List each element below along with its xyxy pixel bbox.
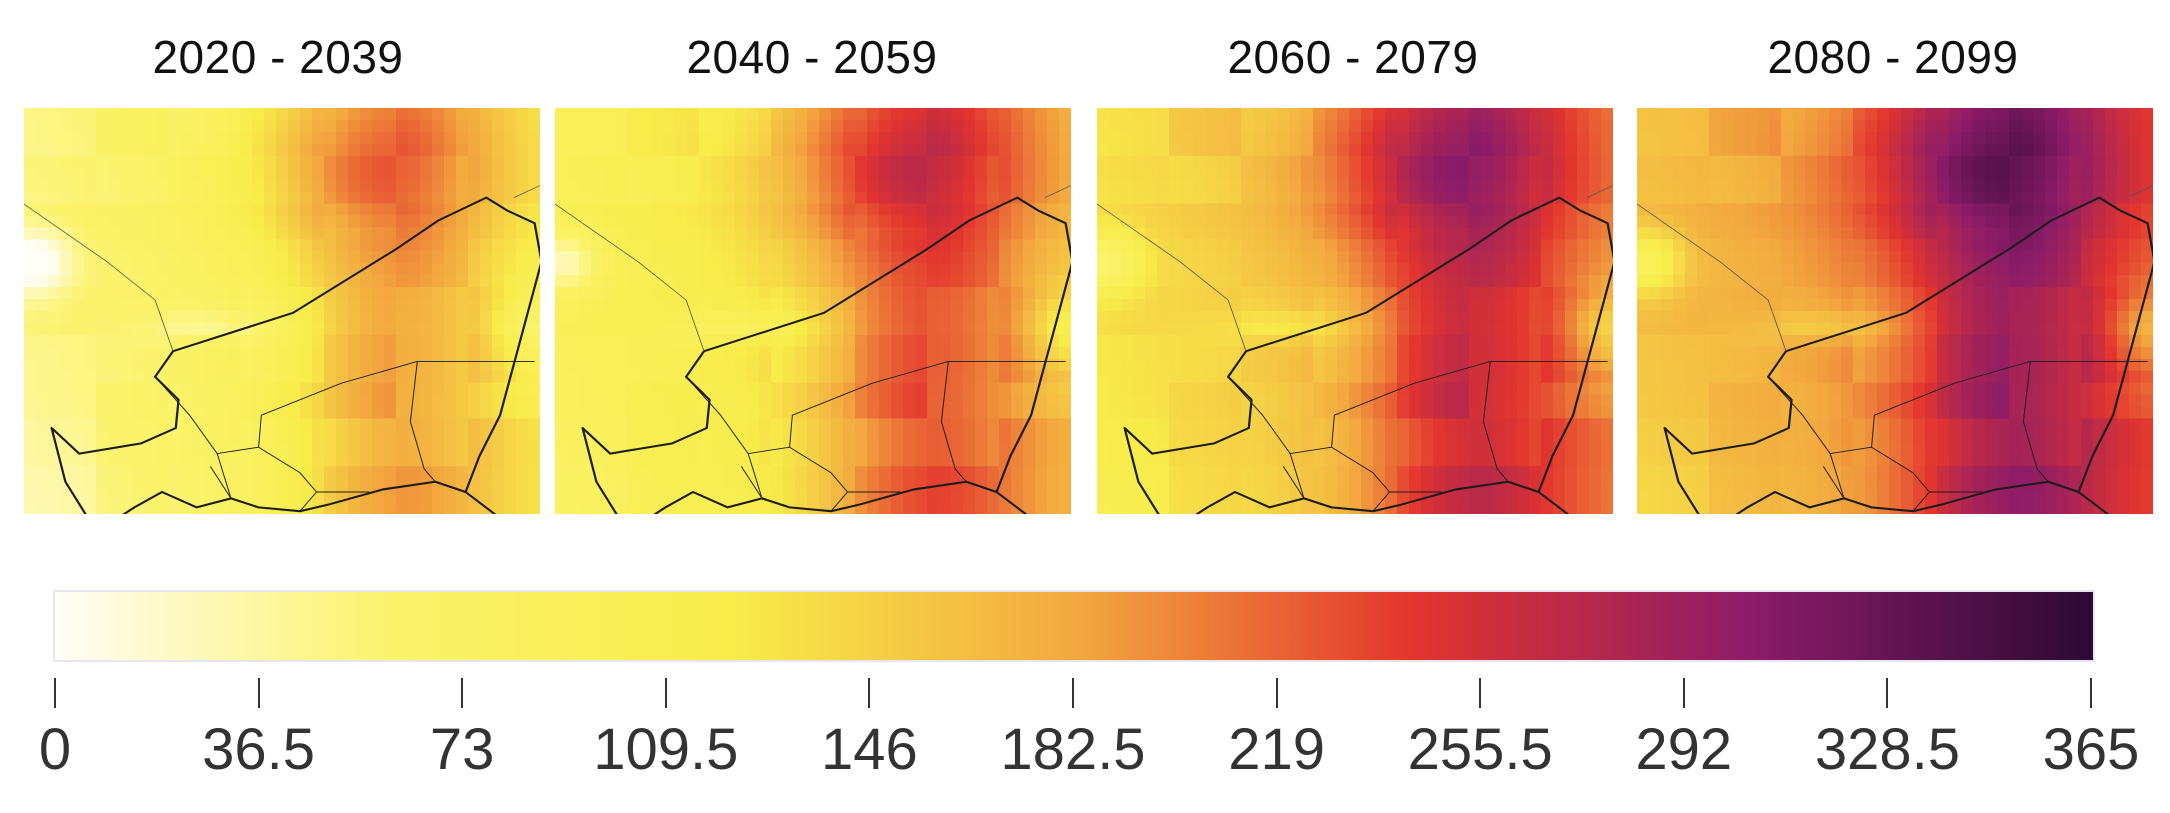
colorbar-tick-label: 109.5 [593,717,739,782]
heatmap-svg-2080-2099 [1637,108,2153,514]
heatmap-cells [24,108,540,514]
colorbar-tick-label: 255.5 [1407,717,1553,782]
period-title-2: 2040 - 2059 [686,31,938,83]
heatmap-svg-2040-2059 [555,108,1071,514]
map-panel-2080-2099 [1637,108,2153,514]
colorbar-tick-mark [664,678,667,708]
colorbar-tick-label: 219 [1228,717,1325,782]
heatmap-cells [555,108,1071,514]
period-title-4: 2080 - 2099 [1767,31,2019,83]
colorbar [53,590,2095,662]
colorbar-tick-label: 0 [38,717,72,782]
heatmap-svg-2060-2079 [1097,108,1613,514]
colorbar-tick-mark [1886,678,1889,708]
period-title-3: 2060 - 2079 [1227,31,1479,83]
colorbar-tick-label: 36.5 [202,717,316,782]
heatmap-cells [1097,108,1613,514]
period-title-1: 2020 - 2039 [152,31,404,83]
map-panel-2060-2079 [1097,108,1613,514]
map-panel-2040-2059 [555,108,1071,514]
colorbar-tick-label: 365 [2042,717,2140,782]
colorbar-tick-mark [54,678,56,708]
country-borders [1097,185,1613,514]
map-panel-2020-2039 [24,108,540,514]
heatmap-cells [1637,108,2153,514]
country-borders [555,185,1071,514]
colorbar-tick-mark [1275,678,1278,708]
heatmap-svg-2020-2039 [24,108,540,514]
colorbar-tick-mark [1682,678,1685,708]
country-borders [24,185,540,514]
colorbar-tick-mark [1072,678,1074,708]
colorbar-tick-label: 73 [429,717,495,782]
colorbar-tick-mark [1479,678,1482,708]
colorbar-tick-label: 328.5 [1814,717,1960,782]
colorbar-tick-mark [461,678,464,708]
colorbar-tick-mark [868,678,871,708]
colorbar-tick-label: 182.5 [1000,717,1146,782]
colorbar-tick-label: 146 [821,717,918,782]
colorbar-tick-label: 292 [1635,717,1733,782]
colorbar-tick-mark [257,678,260,708]
colorbar-tick-mark [2090,678,2092,708]
country-borders [1637,185,2153,514]
